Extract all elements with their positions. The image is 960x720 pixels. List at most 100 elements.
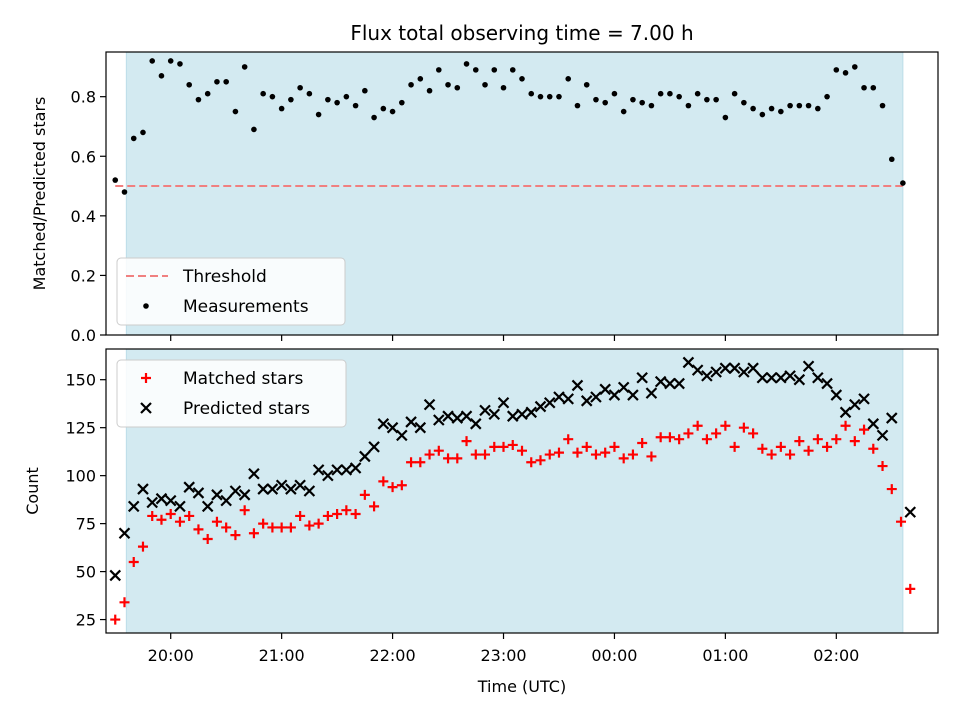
predicted-star-point — [608, 389, 621, 401]
predicted-star-point — [164, 494, 177, 507]
matched-star-point — [387, 482, 398, 493]
measurement-point — [870, 84, 877, 91]
predicted-star-point — [109, 569, 122, 582]
measurement-point — [815, 105, 821, 112]
matched-star-point — [350, 509, 361, 520]
measurement-point — [787, 102, 793, 109]
matched-star-point — [332, 509, 343, 520]
matched-star-point — [295, 510, 306, 521]
predicted-star-point — [497, 396, 510, 409]
matched-star-point — [840, 420, 851, 431]
legend-label: Measurements — [183, 297, 309, 317]
measurement-point — [223, 78, 229, 85]
matched-star-point — [618, 453, 629, 464]
legend-label: Predicted stars — [183, 399, 310, 419]
y-tick-label: 0.0 — [71, 326, 96, 345]
matched-star-point — [766, 449, 777, 460]
count-axes-frame — [105, 348, 939, 634]
legend-label: Threshold — [182, 267, 267, 287]
predicted-star-point — [220, 494, 232, 507]
matched-star-point — [359, 489, 370, 500]
predicted-star-point — [525, 406, 538, 419]
matched-star-point — [664, 432, 675, 443]
matched-star-point — [221, 522, 232, 533]
measurement-point — [167, 58, 174, 64]
predicted-star-point — [155, 492, 168, 505]
matched-star-point — [803, 445, 814, 456]
matched-star-point — [785, 449, 796, 460]
matched-star-point — [239, 505, 250, 516]
measurement-point — [713, 96, 719, 103]
x-tick-label: 23:00 — [480, 646, 526, 665]
predicted-star-point — [211, 489, 223, 501]
matched-star-point — [480, 449, 491, 460]
x-tick-label: 22:00 — [370, 646, 416, 665]
ratio-y-axis-label: Matched/Predicted stars — [30, 97, 49, 291]
predicted-star-point — [488, 408, 501, 421]
matched-star-point — [637, 438, 648, 449]
ratio-legend: Threshold Measurements — [116, 257, 346, 326]
predicted-star-point — [506, 410, 519, 422]
predicted-star-point — [867, 418, 880, 430]
predicted-star-point — [118, 527, 131, 539]
ratio-x-ticks — [170, 335, 837, 341]
count-marks — [109, 356, 917, 625]
matched-star-point — [692, 420, 703, 431]
predicted-star-point — [359, 450, 371, 463]
matched-star-point — [794, 436, 805, 447]
predicted-star-point — [590, 391, 602, 403]
matched-star-point — [406, 457, 417, 468]
measurement-point — [380, 105, 387, 112]
predicted-star-point — [627, 389, 639, 401]
predicted-star-point — [470, 418, 482, 430]
legend-marker — [141, 373, 151, 383]
measurement-point — [648, 102, 655, 109]
measurement-point — [861, 84, 867, 91]
measurement-point — [704, 96, 710, 103]
measurement-point — [620, 108, 627, 115]
predicted-star-point — [479, 404, 491, 417]
predicted-star-point — [368, 441, 380, 453]
y-tick-label: 0.6 — [71, 147, 96, 166]
matched-star-point — [729, 441, 740, 452]
predicted-star-point — [303, 485, 316, 497]
matched-star-point — [609, 441, 620, 452]
predicted-star-point — [405, 416, 417, 428]
matched-star-point — [193, 524, 204, 535]
y-tick-label: 25 — [76, 611, 96, 630]
predicted-star-point — [793, 373, 806, 386]
measurement-point — [768, 105, 775, 112]
predicted-star-point — [599, 383, 611, 396]
predicted-star-point — [775, 372, 787, 384]
legend-marker — [143, 303, 149, 309]
predicted-star-point — [904, 506, 917, 518]
measurement-point — [796, 102, 803, 109]
predicted-star-point — [229, 485, 242, 497]
count-legend: Matched stars Predicted stars — [116, 359, 347, 428]
measurement-point — [824, 93, 830, 100]
measurement-point — [186, 81, 192, 88]
matched-star-point — [590, 449, 601, 460]
measurement-point — [842, 70, 849, 76]
measurement-point — [537, 93, 544, 100]
matched-star-point — [831, 434, 842, 445]
matched-star-point — [470, 449, 481, 460]
measurement-point — [334, 99, 340, 106]
matched-star-point — [267, 522, 278, 533]
matched-star-point — [433, 445, 444, 456]
predicted-star-point — [886, 412, 898, 424]
count-y-ticks: 25 50 75 100 125 150 — [65, 371, 106, 630]
measurement-point — [759, 111, 766, 118]
measurement-point — [556, 93, 562, 100]
predicted-star-point — [414, 421, 427, 434]
predicted-star-point — [562, 393, 574, 405]
matched-star-point — [553, 447, 564, 458]
chart-title: Flux total observing time = 7.00 h — [350, 21, 693, 45]
predicted-star-point — [784, 370, 796, 382]
predicted-star-point — [442, 410, 454, 422]
measurement-point — [251, 126, 257, 133]
matched-star-point — [489, 441, 500, 452]
predicted-star-point — [580, 395, 593, 407]
measurement-point — [888, 156, 895, 163]
x-tick-label: 00:00 — [591, 646, 637, 665]
